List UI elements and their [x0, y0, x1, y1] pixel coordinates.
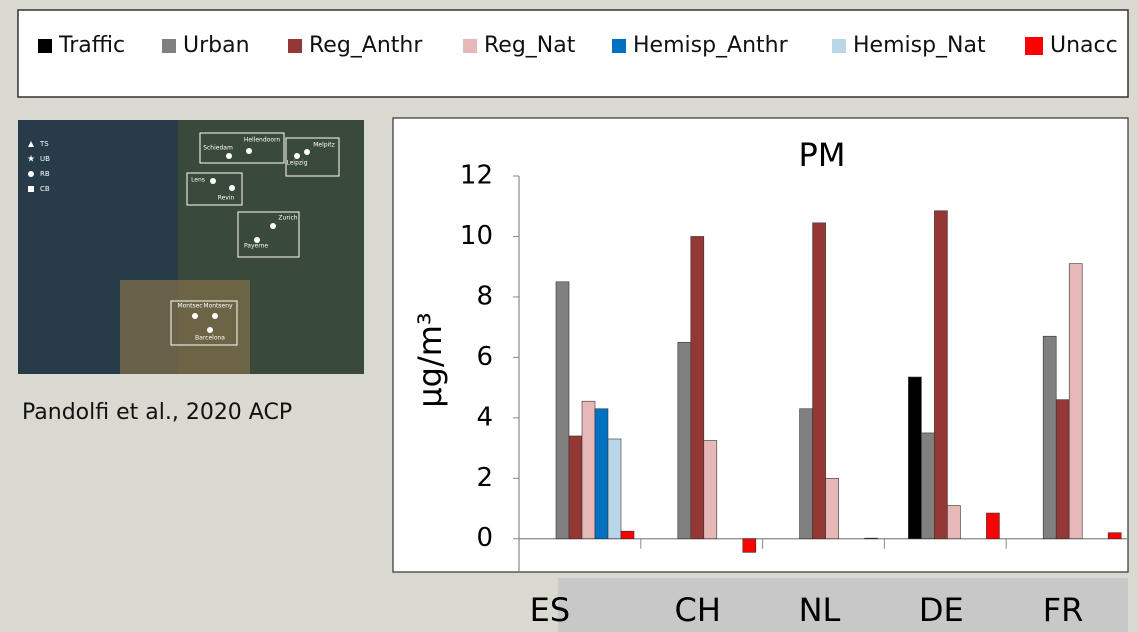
y-axis-label: µg/m³ [411, 312, 449, 407]
bar [1069, 264, 1082, 539]
bar [621, 531, 634, 539]
map-site-label: Payerne [244, 243, 268, 250]
map: TS ★ UB RB CB Hellendoorn Schiedam Melpitz Leipz… [18, 120, 364, 374]
bar [813, 223, 826, 539]
legend-swatch [288, 39, 302, 53]
y-tick-label: 6 [476, 342, 493, 372]
map-legend-label: CB [40, 185, 50, 193]
x-tick-label: FR [1043, 591, 1084, 629]
map-site [294, 153, 300, 159]
map-legend-label: TS [39, 140, 49, 148]
bar [947, 505, 960, 538]
bar [934, 211, 947, 539]
page: TS ★ UB RB CB Hellendoorn Schiedam Melpitz Leipz… [0, 0, 1138, 632]
citation: Pandolfi et al., 2020 ACP [22, 400, 292, 425]
x-tick-label: DE [919, 591, 964, 629]
map-site-label: Montseny [203, 303, 233, 310]
map-site-label: Montsec [177, 303, 202, 310]
bar [556, 282, 569, 539]
bar [743, 539, 756, 553]
map-site-label: Melpitz [313, 142, 335, 149]
x-tick-label: ES [530, 591, 571, 629]
legend-label: Hemisp_Anthr [633, 33, 789, 58]
y-tick-label: 4 [476, 402, 493, 432]
chart-title: PM [799, 136, 846, 174]
bar [1043, 336, 1056, 539]
map-site [304, 149, 310, 155]
y-tick-label: 2 [476, 463, 493, 493]
slide: TS ★ UB RB CB Hellendoorn Schiedam Melpitz Leipz… [0, 0, 1138, 632]
map-site-label: Hellendoorn [244, 137, 281, 144]
legend-label: Traffic [58, 33, 125, 58]
bar [908, 377, 921, 539]
map-site [270, 223, 276, 229]
map-legend-label: UB [40, 155, 50, 163]
bar [921, 433, 934, 539]
map-iberia [120, 280, 250, 374]
bar [800, 409, 813, 539]
x-tick-label: CH [674, 591, 720, 629]
legend-label: Hemisp_Nat [853, 33, 986, 58]
legend-swatch [38, 39, 52, 53]
map-site [246, 148, 252, 154]
map-site-label: Lens [191, 177, 205, 184]
legend-swatch [463, 39, 477, 53]
bar [1056, 400, 1069, 539]
bar [865, 538, 878, 539]
legend-swatch [1025, 37, 1043, 55]
bar [691, 236, 704, 538]
map-site-label: Zurich [278, 215, 297, 222]
x-tick-label: NL [799, 591, 841, 629]
map-legend-label: RB [40, 170, 50, 178]
bar [704, 441, 717, 539]
legend-label: Unacc [1050, 33, 1118, 58]
legend-swatch [832, 39, 846, 53]
legend-label: Reg_Anthr [309, 33, 423, 58]
bar [678, 342, 691, 538]
bar [826, 478, 839, 538]
legend-label: Urban [183, 33, 250, 58]
bar [608, 439, 621, 539]
y-tick-label: 8 [476, 281, 493, 311]
map-site [226, 153, 232, 159]
legend-swatch [162, 39, 176, 53]
map-site [207, 327, 213, 333]
y-tick-label: 0 [476, 523, 493, 553]
map-symbol [28, 186, 34, 192]
map-site [192, 313, 198, 319]
map-site-label: Schiedam [203, 145, 233, 152]
map-symbol [28, 171, 34, 177]
chart-box [393, 118, 1128, 572]
map-site [229, 185, 235, 191]
bar [595, 409, 608, 539]
map-site-label: Barcelona [195, 335, 225, 342]
bar [582, 401, 595, 539]
y-tick-label: 12 [460, 161, 493, 191]
y-tick-label: 10 [460, 221, 493, 251]
map-symbol: ★ [27, 155, 35, 165]
map-site [212, 313, 218, 319]
map-site-label: Leipzig [286, 160, 307, 167]
bar [1108, 533, 1121, 539]
map-site [210, 178, 216, 184]
legend-swatch [612, 39, 626, 53]
legend-label: Reg_Nat [484, 33, 576, 58]
map-site-label: Revin [218, 195, 235, 202]
bar [986, 513, 999, 539]
bar [569, 436, 582, 539]
